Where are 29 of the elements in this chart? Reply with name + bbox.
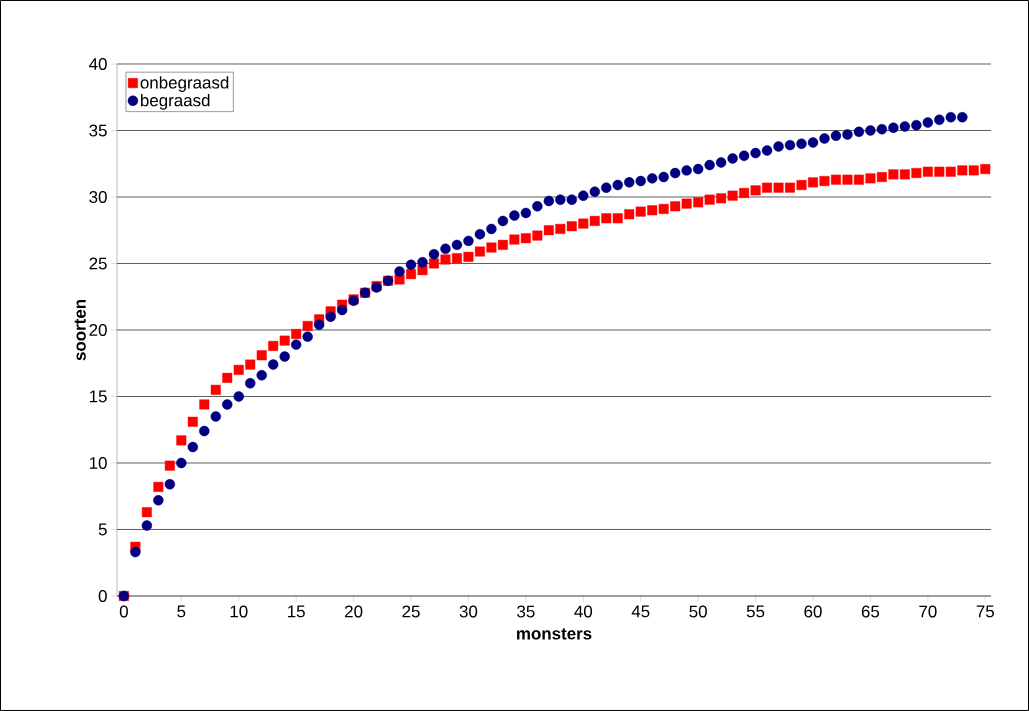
- x-axis-title: monsters: [517, 628, 592, 640]
- y-tick-label: 15: [89, 390, 107, 403]
- x-tick-label: 75: [976, 605, 994, 618]
- legend-label: onbegraasd: [140, 76, 229, 92]
- y-tick-label: 5: [98, 523, 107, 536]
- x-tick-label: 25: [402, 605, 420, 618]
- x-tick-label: 40: [574, 605, 593, 618]
- legend-label: begraasd: [140, 93, 210, 110]
- y-tick-label: 40: [89, 57, 107, 70]
- y-axis-title: soorten: [74, 299, 86, 361]
- y-tick-label: 35: [89, 124, 107, 137]
- x-tick-label: 60: [804, 605, 822, 618]
- x-tick-label: 50: [689, 605, 707, 618]
- y-tick-label: 30: [89, 190, 107, 203]
- x-tick-label: 70: [919, 605, 937, 618]
- x-tick-label: 10: [230, 605, 248, 618]
- x-tick-label: 20: [345, 605, 363, 618]
- y-tick-label: 20: [89, 323, 107, 336]
- x-tick-label: 0: [119, 605, 128, 618]
- y-tick-label: 0: [98, 589, 107, 602]
- x-tick-label: 55: [746, 605, 765, 618]
- y-tick-label: 25: [89, 257, 107, 270]
- y-tick-label: 10: [89, 456, 107, 469]
- x-tick-label: 30: [459, 605, 478, 618]
- x-tick-label: 35: [517, 605, 535, 618]
- x-tick-label: 5: [177, 605, 186, 618]
- x-tick-label: 45: [631, 605, 650, 618]
- x-tick-label: 65: [861, 605, 880, 618]
- x-tick-label: 15: [288, 605, 305, 618]
